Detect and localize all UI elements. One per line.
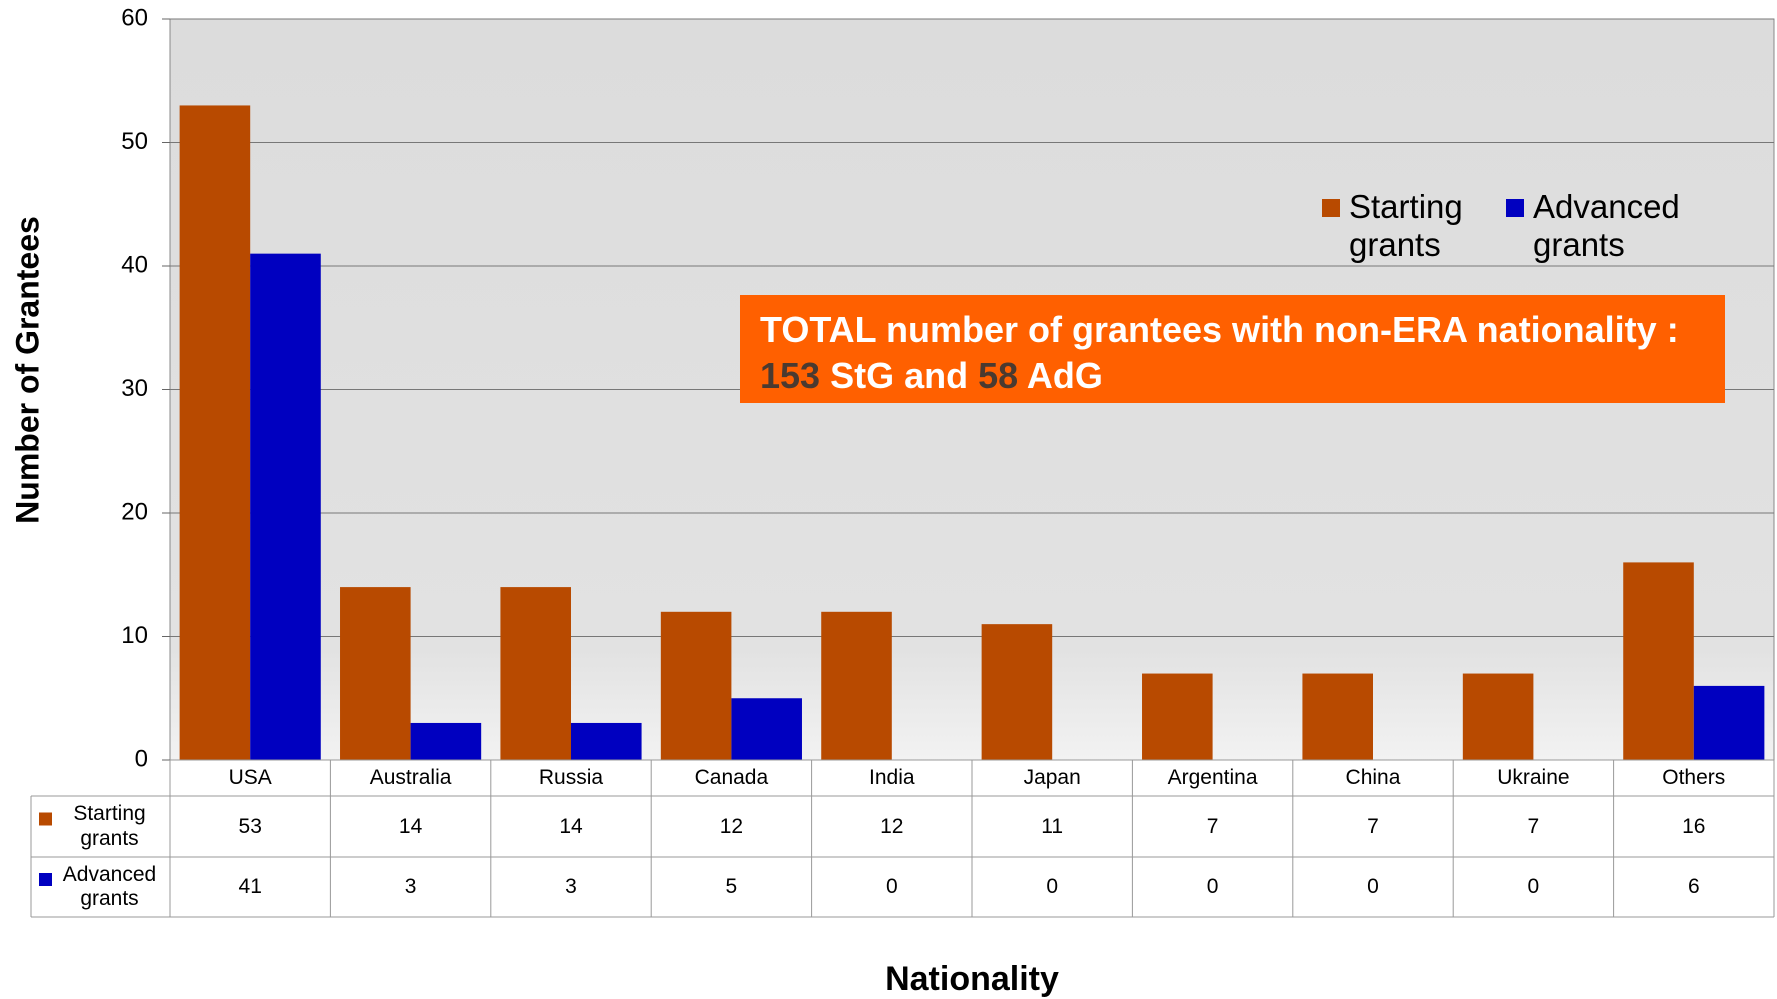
legend-label: Starting grants <box>1349 188 1463 263</box>
annotation-text: StG and <box>830 355 969 396</box>
bar <box>179 105 251 760</box>
annotation-text: TOTAL number of grantees with non-ERA na… <box>760 309 1679 350</box>
table-value: 3 <box>404 875 417 898</box>
x-tick-label: China <box>1345 766 1401 789</box>
annotation-number: 58 <box>978 355 1019 396</box>
table-value: 7 <box>1206 814 1219 838</box>
table-value: 0 <box>885 875 898 898</box>
bar <box>821 611 892 760</box>
table-value: 16 <box>1682 814 1706 838</box>
annotation-number: 153 <box>760 355 821 396</box>
bar <box>571 722 642 760</box>
table-value: 14 <box>398 814 423 838</box>
table-value: 6 <box>1687 875 1700 898</box>
bar <box>1142 673 1213 760</box>
y-tick-label: 30 <box>121 375 148 402</box>
annotation: TOTAL number of grantees with non-ERA na… <box>740 295 1725 403</box>
x-tick-label: Australia <box>369 766 452 789</box>
table-value: 7 <box>1527 814 1540 838</box>
table-value: 12 <box>880 814 904 838</box>
table-value: 12 <box>719 814 744 838</box>
x-tick-label: Ukraine <box>1497 766 1570 789</box>
table-value: 0 <box>1206 875 1219 898</box>
legend-swatch <box>39 873 52 886</box>
x-tick-label: Russia <box>538 766 604 789</box>
x-tick-label: Argentina <box>1167 766 1258 789</box>
table-value: 5 <box>725 875 738 898</box>
x-tick-label: Canada <box>694 766 769 789</box>
table-value: 0 <box>1527 875 1540 898</box>
bar <box>500 587 571 760</box>
bar <box>340 587 411 760</box>
legend-label: Advanced grants <box>62 862 157 910</box>
legend-swatch <box>1506 199 1524 217</box>
legend-label: Advanced grants <box>1533 188 1680 263</box>
legend-swatch <box>1322 199 1340 217</box>
y-tick-label: 20 <box>121 498 148 525</box>
y-tick-label: 60 <box>121 4 148 31</box>
x-axis-label: Nationality <box>885 960 1059 998</box>
bar <box>1302 673 1373 760</box>
x-tick-label: India <box>869 766 915 789</box>
table-value: 0 <box>1367 875 1379 898</box>
annotation-text: AdG <box>1026 355 1103 396</box>
table-value: 14 <box>559 814 583 838</box>
y-tick-label: 10 <box>121 622 148 649</box>
table-value: 53 <box>238 814 262 838</box>
bar <box>1462 673 1534 760</box>
table-value: 41 <box>238 875 262 898</box>
legend-swatch <box>39 812 52 826</box>
bar <box>981 624 1053 760</box>
bar <box>410 722 482 760</box>
x-tick-label: Others <box>1662 766 1726 789</box>
bar <box>660 611 732 760</box>
legend-label: Starting grants <box>73 802 146 850</box>
x-tick-label: USA <box>228 766 272 789</box>
table-value: 0 <box>1046 875 1059 898</box>
bar <box>1693 685 1765 760</box>
y-tick-label: 50 <box>121 128 148 155</box>
y-axis-label: Number of Grantees <box>9 216 45 524</box>
table-value: 3 <box>565 875 577 898</box>
bar <box>731 698 802 760</box>
y-tick-label: 40 <box>121 251 148 278</box>
bar <box>250 253 321 760</box>
y-tick-label: 0 <box>135 745 148 772</box>
table-value: 7 <box>1367 814 1379 838</box>
x-tick-label: Japan <box>1023 766 1081 789</box>
bar <box>1623 562 1694 760</box>
table-value: 11 <box>1041 814 1064 838</box>
